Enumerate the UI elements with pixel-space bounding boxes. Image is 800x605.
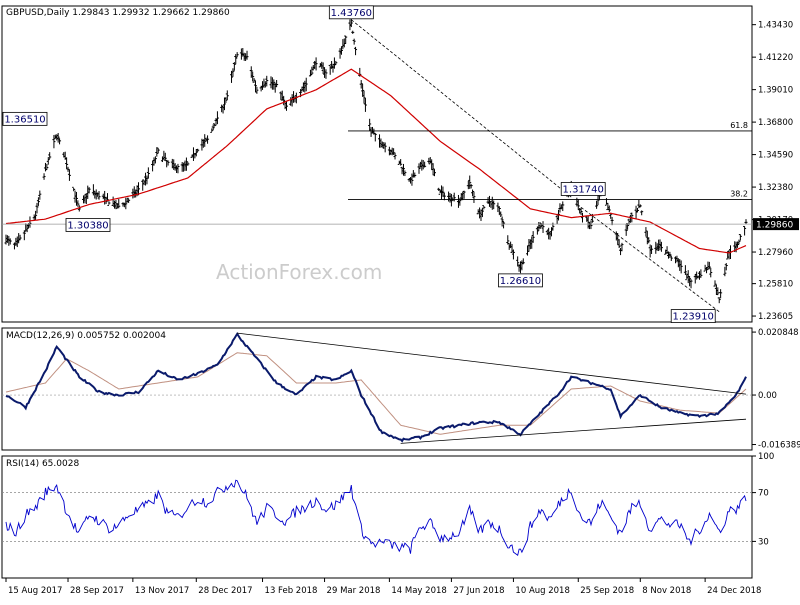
annotation-label: 1.26610 <box>500 276 541 287</box>
price-annotation: 1.23910 <box>670 309 716 323</box>
price-y-tick-label: 1.23605 <box>758 312 793 322</box>
price-annotation: 1.26610 <box>498 273 543 288</box>
annotation-box <box>65 218 111 232</box>
price-y-tick-label: 1.34590 <box>758 151 793 161</box>
price-trendline <box>351 19 572 198</box>
watermark: ActionForex.com <box>216 260 382 284</box>
price-panel-frame <box>1 5 753 323</box>
annotation-label: 1.30380 <box>67 220 108 231</box>
rsi-panel: RSI(14) 65.0028 100 70 30 <box>2 452 774 556</box>
macd-panel: MACD(12,26,9) 0.005752 0.002004 0.020848 0… <box>2 328 800 451</box>
x-tick-label: 25 Sep 2018 <box>580 586 634 596</box>
x-tick-label: 10 Aug 2018 <box>515 586 569 596</box>
price-bars <box>4 17 748 304</box>
annotation-box <box>2 111 48 126</box>
rsi-line <box>5 479 747 556</box>
x-tick-label: 14 May 2018 <box>391 586 446 596</box>
x-tick-label: 28 Dec 2017 <box>198 586 252 596</box>
current-price-tag-bg <box>753 218 799 231</box>
annotation-label: 1.36510 <box>4 114 45 125</box>
x-tick-label: 13 Feb 2018 <box>265 586 318 596</box>
macd-trendline <box>400 418 747 444</box>
price-y-tick-label: 1.39010 <box>758 86 793 96</box>
macd-y-tick-label: 0.020848 <box>758 328 799 338</box>
price-y-tick-label: 1.36800 <box>758 118 793 128</box>
price-y-tick-label: 1.25810 <box>758 280 793 290</box>
rsi-y-tick-label: 100 <box>758 452 774 462</box>
x-tick-label: 29 Mar 2018 <box>327 586 381 596</box>
macd-line <box>5 332 747 443</box>
macd-panel-frame <box>1 327 753 451</box>
rsi-panel-frame <box>1 455 753 579</box>
annotation-label: 1.31740 <box>563 184 604 195</box>
macd-trendline <box>237 332 747 395</box>
price-annotation: 1.36510 <box>2 111 48 126</box>
x-tick-label: 28 Sep 2017 <box>70 586 124 596</box>
annotation-label: 1.43760 <box>331 8 372 19</box>
annotation-box <box>498 273 543 288</box>
x-tick-label: 8 Nov 2018 <box>642 586 691 596</box>
macd-y-tick-label: 0.00 <box>758 391 777 401</box>
moving-average-line <box>5 68 747 254</box>
annotation-box <box>328 5 374 20</box>
rsi-y-tick-label: 70 <box>758 489 769 499</box>
price-annotation: 1.30380 <box>65 218 111 232</box>
fib-level-label: 61.8 <box>730 121 748 130</box>
fib-level-label: 38.2 <box>730 190 748 199</box>
rsi-header: RSI(14) 65.0028 <box>6 459 79 469</box>
macd-y-tick-label: -0.016389 <box>758 441 800 451</box>
price-header: GBPUSD,Daily 1.29843 1.29932 1.29662 1.2… <box>6 8 230 18</box>
price-panel: 61.8 38.2 1.36510 1.30380 1.43760 1.26610 1.31… <box>2 5 799 323</box>
price-annotation: 1.43760 <box>328 5 374 20</box>
current-price-tag: 1.29860 <box>753 218 799 231</box>
x-tick-label: 13 Nov 2017 <box>135 586 189 596</box>
x-tick-label: 27 Jun 2018 <box>453 586 504 596</box>
annotation-box <box>670 309 716 323</box>
x-tick-label: 24 Dec 2018 <box>707 586 761 596</box>
price-y-tick-label: 1.32380 <box>758 183 793 193</box>
macd-header: MACD(12,26,9) 0.005752 0.002004 <box>6 331 166 341</box>
current-price-tag-label: 1.29860 <box>756 221 793 231</box>
x-axis: 15 Aug 2017 28 Sep 2017 13 Nov 2017 28 Dec … <box>5 578 761 596</box>
annotation-box <box>560 182 606 196</box>
macd-signal-line <box>5 352 747 435</box>
price-trendline <box>580 207 720 313</box>
price-annotation: 1.31740 <box>560 182 606 196</box>
x-tick-label: 15 Aug 2017 <box>8 586 62 596</box>
price-y-tick-label: 1.27960 <box>758 248 793 258</box>
annotation-label: 1.23910 <box>673 312 714 323</box>
price-y-tick-label: 1.43430 <box>758 21 793 31</box>
rsi-y-tick-label: 30 <box>758 537 769 547</box>
price-y-tick-label: 1.41220 <box>758 53 793 63</box>
